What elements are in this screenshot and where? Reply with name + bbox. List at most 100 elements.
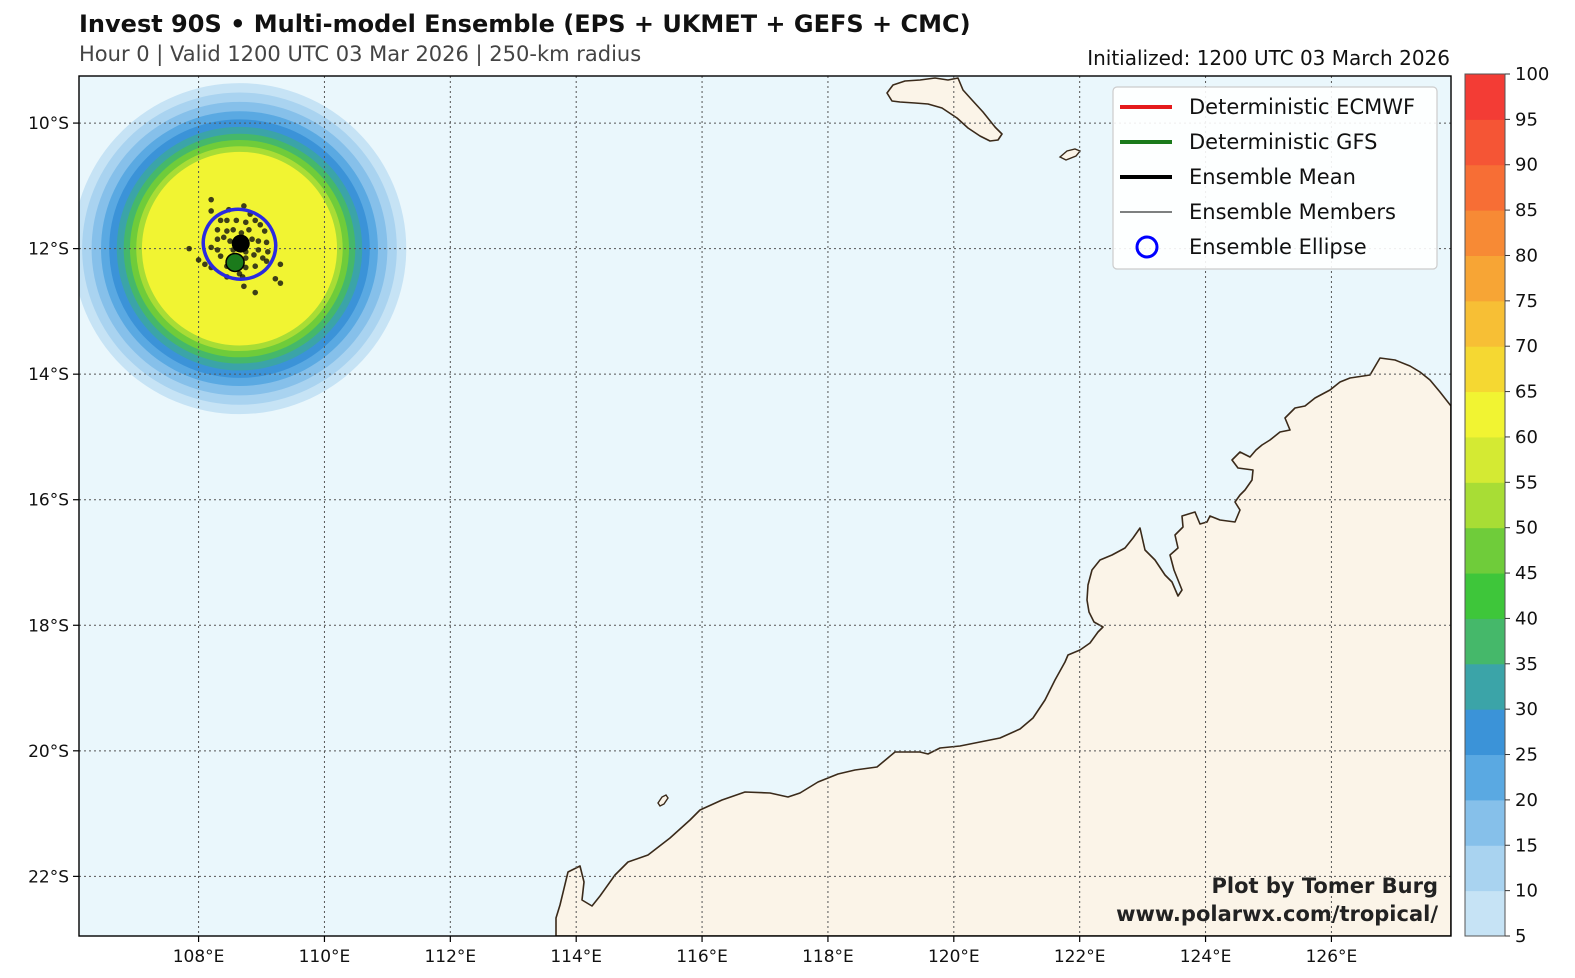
colorbar-cell xyxy=(1465,119,1505,166)
colorbar-label: 70 xyxy=(1515,336,1538,357)
colorbar-label: 5 xyxy=(1515,926,1526,947)
credit-url: www.polarwx.com/tropical/ xyxy=(1116,902,1438,926)
member-point xyxy=(251,252,257,258)
colorbar-frame xyxy=(1464,73,1506,937)
colorbar-label: 75 xyxy=(1515,291,1538,312)
member-point xyxy=(255,247,262,253)
member-point xyxy=(214,247,221,253)
colorbar-label: 30 xyxy=(1515,699,1538,720)
member-point xyxy=(263,258,270,264)
legend-label: Ensemble Ellipse xyxy=(1189,235,1367,259)
member-point xyxy=(246,226,252,233)
ensemble-mean-point xyxy=(231,234,250,253)
colorbar-label: 35 xyxy=(1515,654,1538,675)
member-point xyxy=(227,238,233,244)
member-point xyxy=(255,238,262,244)
colorbar-cell xyxy=(1465,618,1505,665)
gfs-point xyxy=(225,252,245,273)
colorbar-label: 45 xyxy=(1515,563,1538,584)
australia-mainland xyxy=(555,357,1451,936)
lat-tick-label: 18°S xyxy=(28,616,69,636)
member-point xyxy=(208,244,214,251)
member-point xyxy=(259,255,266,261)
member-point xyxy=(277,280,284,286)
member-point xyxy=(217,217,224,224)
colorbar-cell xyxy=(1465,74,1505,120)
colorbar-label: 80 xyxy=(1515,245,1538,266)
legend-box xyxy=(1112,86,1438,270)
ensemble-members xyxy=(186,196,284,296)
colorbar-cell xyxy=(1465,573,1505,619)
initialized-time: Initialized: 1200 UTC 03 March 2026 xyxy=(1087,46,1450,70)
member-point xyxy=(242,219,249,226)
lat-tick-label: 14°S xyxy=(28,365,69,385)
lon-tick-label: 124°E xyxy=(1180,947,1232,967)
lon-tick-label: 122°E xyxy=(1054,947,1106,967)
colorbar-cell xyxy=(1465,482,1505,529)
member-point xyxy=(272,275,279,282)
map-frame xyxy=(78,75,1452,937)
member-point xyxy=(263,239,270,246)
member-point xyxy=(230,226,236,233)
member-point xyxy=(208,196,214,203)
colorbar-label: 90 xyxy=(1515,155,1538,176)
colorbar-cell xyxy=(1465,346,1505,393)
colorbar-cell xyxy=(1465,300,1505,347)
member-point xyxy=(265,248,271,255)
member-point xyxy=(195,257,202,263)
axis-ticks: 108°E 110°E 112°E 114°E 116°E 118°E 120°E 122°E… xyxy=(28,114,1357,967)
colorbar-label: 95 xyxy=(1515,109,1538,130)
legend-label: Deterministic ECMWF xyxy=(1189,95,1415,119)
member-point xyxy=(241,283,247,290)
colorbar-label: 25 xyxy=(1515,745,1538,766)
member-point xyxy=(208,208,214,214)
colorbar-label: 20 xyxy=(1515,790,1538,811)
lat-tick-label: 12°S xyxy=(28,240,69,260)
colorbar-cell xyxy=(1465,709,1505,756)
map-title: Invest 90S • Multi-model Ensemble (EPS +… xyxy=(79,10,971,38)
member-point xyxy=(220,234,227,241)
lat-tick-label: 10°S xyxy=(28,114,69,134)
member-point xyxy=(186,245,192,252)
colorbar-label: 60 xyxy=(1515,427,1538,448)
legend-label: Deterministic GFS xyxy=(1189,130,1378,154)
colorbar-cell xyxy=(1465,845,1505,892)
member-point xyxy=(217,253,224,259)
member-point xyxy=(238,230,245,236)
member-point xyxy=(252,263,259,270)
member-point xyxy=(261,228,268,234)
member-point xyxy=(224,217,230,224)
lon-tick-label: 120°E xyxy=(928,947,980,967)
member-point xyxy=(252,289,259,296)
legend-label: Ensemble Mean xyxy=(1189,165,1356,189)
probability-shading xyxy=(79,83,407,415)
colorbar-cell xyxy=(1465,164,1505,211)
colorbar-label: 100 xyxy=(1515,64,1549,85)
member-point xyxy=(252,217,259,224)
colorbar-cell xyxy=(1465,391,1505,438)
legend-label: Ensemble Members xyxy=(1189,200,1396,224)
member-point xyxy=(214,226,221,233)
colorbar-label: 85 xyxy=(1515,200,1538,221)
lon-tick-label: 110°E xyxy=(299,947,351,967)
colorbar-cell xyxy=(1465,799,1505,846)
colorbar-cell xyxy=(1465,754,1505,801)
member-point xyxy=(241,203,247,209)
lon-tick-label: 126°E xyxy=(1306,947,1358,967)
member-point xyxy=(202,261,208,268)
colorbar-cell xyxy=(1465,527,1505,574)
colorbar-label: 65 xyxy=(1515,382,1538,403)
map-subtitle: Hour 0 | Valid 1200 UTC 03 Mar 2026 | 25… xyxy=(79,42,642,66)
map-legend: Deterministic ECMWF Deterministic GFS Ense… xyxy=(1112,86,1438,270)
member-point xyxy=(257,221,264,228)
colorbar-cell xyxy=(1465,663,1505,710)
credit-author: Plot by Tomer Burg xyxy=(1211,874,1439,898)
colorbar-cell xyxy=(1465,255,1505,302)
colorbar-label: 15 xyxy=(1515,835,1538,856)
member-point xyxy=(249,236,255,243)
graticule xyxy=(79,76,1451,936)
ensemble-ellipse xyxy=(201,207,278,281)
colorbar-cell xyxy=(1465,890,1505,937)
colorbar-label: 40 xyxy=(1515,608,1538,629)
